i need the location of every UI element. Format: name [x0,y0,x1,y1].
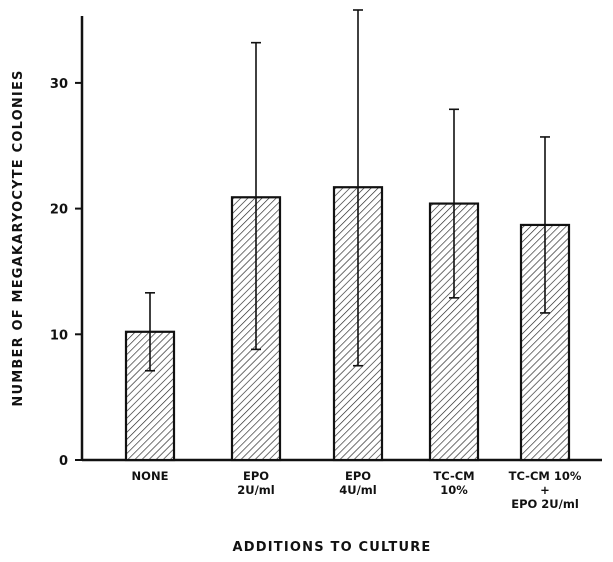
category-label-2: EPO 4U/ml [339,469,376,497]
y-tick-label-2: 20 [50,203,68,218]
labels: 0 10 20 30 NONE EPO 2U/ml EPO 4U/ml TC-CM 10% TC-CM… [11,69,582,555]
category-label-1: EPO 2U/ml [237,469,274,497]
bars [124,186,571,462]
y-tick-label-0: 0 [59,454,68,469]
y-tick-label-1: 10 [50,328,68,343]
error-bars [145,9,550,372]
category-label-0: NONE [132,469,169,483]
y-axis-title: NUMBER OF MEGAKARYOCYTE COLONIES [11,69,26,406]
x-axis-title: ADDITIONS TO CULTURE [233,540,432,555]
category-label-3: TC-CM 10% [433,469,474,497]
category-label-4: TC-CM 10% + EPO 2U/ml [509,469,582,511]
y-tick-label-3: 30 [50,77,68,92]
